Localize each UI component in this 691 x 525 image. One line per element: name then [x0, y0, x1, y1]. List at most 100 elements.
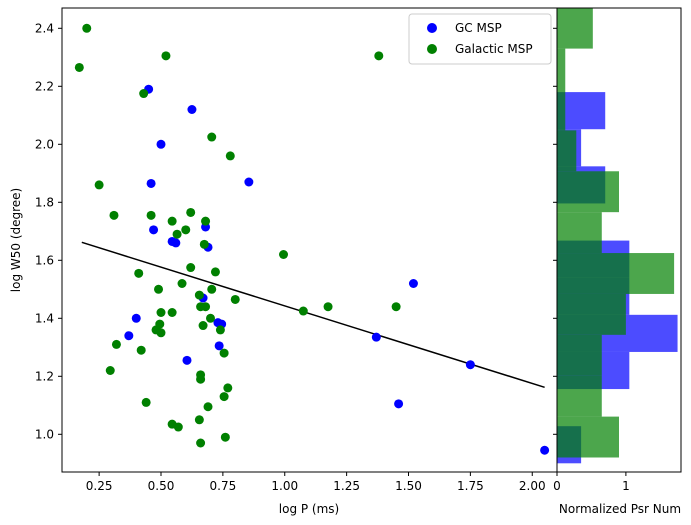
galactic-msp-point	[139, 89, 149, 99]
fit-line-group	[81, 241, 545, 389]
galactic-msp-point	[156, 308, 166, 317]
histogram-bar-galactic-msp	[557, 171, 619, 213]
galactic-msp-point	[172, 229, 182, 239]
y-tick-label: 1.6	[35, 253, 54, 267]
gc-msp-point	[171, 238, 181, 248]
x-axis-label: log P (ms)	[279, 502, 339, 516]
histogram-bar-galactic-msp	[557, 416, 619, 458]
x-tick-label: 0.50	[148, 479, 175, 493]
galactic-msp-point	[215, 325, 225, 335]
galactic-msp-point	[109, 210, 119, 220]
y-axis-label: log W50 (degree)	[9, 188, 23, 292]
galactic-msp-point	[223, 383, 233, 393]
legend-marker-galactic-msp	[427, 44, 437, 54]
histogram-x-tick-label: 0	[553, 479, 561, 493]
galactic-msp-point	[225, 151, 235, 161]
galactic-msp-point	[196, 374, 206, 384]
gc-msp-point	[124, 331, 134, 341]
galactic-msp-point	[210, 267, 220, 277]
histogram-bar-galactic-msp	[557, 48, 566, 90]
galactic-msp-point	[201, 302, 211, 312]
galactic-msp-point	[201, 216, 211, 226]
galactic-msp-point	[207, 284, 217, 294]
x-tick-label: 0.25	[86, 479, 113, 493]
gc-msp-point	[146, 178, 156, 188]
gc-msp-point	[156, 139, 166, 149]
galactic-msp-points	[74, 23, 401, 448]
histogram-bar-galactic-msp	[557, 89, 566, 131]
galactic-msp-point	[298, 306, 308, 316]
galactic-msp-point	[196, 438, 206, 448]
gc-msp-point	[540, 445, 550, 455]
legend-marker-gc-msp	[427, 23, 437, 33]
galactic-msp-point	[94, 180, 104, 190]
galactic-msp-point	[111, 339, 121, 349]
galactic-msp-point	[391, 302, 401, 312]
histogram-x-axis-label: Normalized Psr Num	[559, 502, 681, 516]
gc-msp-point	[187, 105, 197, 114]
histogram-bar-galactic-msp	[557, 293, 626, 335]
galactic-msp-point	[219, 392, 229, 402]
histogram-axes-frame	[556, 7, 682, 473]
legend-label-galactic-msp: Galactic MSP	[455, 42, 533, 56]
galactic-msp-point	[177, 279, 187, 288]
galactic-msp-point	[136, 345, 146, 355]
galactic-msp-point	[374, 51, 384, 61]
histogram-bars-galactic-msp	[557, 8, 675, 458]
galactic-msp-point	[206, 313, 215, 323]
y-tick-label: 1.8	[35, 195, 54, 209]
galactic-msp-point	[134, 268, 144, 278]
galactic-msp-point	[146, 210, 156, 220]
gc-msp-point	[214, 341, 224, 351]
histogram-x-tick-label: 1	[622, 479, 630, 493]
histogram-bar-galactic-msp	[557, 130, 577, 172]
scatter-panel: 0.25 0.50 0.75 1.00 1.25 1.50 1.75 2.001.01.21.…	[9, 7, 558, 516]
gc-msp-point	[131, 313, 141, 323]
galactic-msp-point	[82, 23, 92, 33]
gc-msp-point	[465, 360, 475, 370]
gc-msp-point	[408, 279, 418, 288]
scatter-axes-frame	[61, 7, 558, 473]
gc-msp-point	[244, 177, 254, 187]
galactic-msp-point	[141, 397, 151, 407]
scatter-ticks: 0.25 0.50 0.75 1.00 1.25 1.50 1.75 2.00 1.0 1.2 1.…	[35, 21, 546, 493]
galactic-msp-point	[167, 216, 177, 226]
galactic-msp-point	[181, 225, 191, 235]
galactic-msp-point	[105, 366, 115, 375]
galactic-msp-point	[323, 302, 333, 312]
galactic-msp-point	[194, 290, 204, 300]
galactic-msp-point	[230, 294, 240, 304]
galactic-msp-point	[173, 422, 183, 432]
galactic-msp-point	[74, 62, 84, 72]
legend-label-gc-msp: GC MSP	[455, 21, 502, 35]
histogram-bar-galactic-msp	[557, 253, 675, 294]
galactic-msp-point	[207, 132, 217, 142]
x-tick-label: 1.75	[457, 479, 484, 493]
galactic-msp-point	[186, 263, 196, 273]
histogram-bar-galactic-msp	[557, 375, 602, 417]
galactic-msp-point	[167, 308, 177, 317]
galactic-msp-point	[161, 51, 171, 61]
galactic-msp-point	[186, 207, 196, 217]
x-tick-label: 2.00	[519, 479, 546, 493]
y-tick-label: 2.4	[35, 21, 54, 35]
gc-msp-point	[149, 225, 159, 235]
galactic-msp-point	[199, 239, 209, 249]
gc-msp-point	[182, 355, 192, 365]
y-tick-label: 2.2	[35, 79, 54, 93]
legend-box	[408, 13, 552, 65]
y-tick-label: 1.2	[35, 369, 54, 383]
galactic-msp-point	[154, 284, 164, 294]
x-tick-label: 1.50	[395, 479, 422, 493]
galactic-msp-point	[156, 328, 166, 338]
histogram-bar-galactic-msp	[557, 8, 593, 49]
galactic-msp-point	[279, 250, 289, 259]
galactic-msp-point	[203, 402, 213, 412]
galactic-msp-point	[220, 432, 230, 442]
y-tick-label: 1.0	[35, 427, 54, 441]
x-tick-label: 0.75	[210, 479, 237, 493]
x-tick-label: 1.25	[333, 479, 360, 493]
